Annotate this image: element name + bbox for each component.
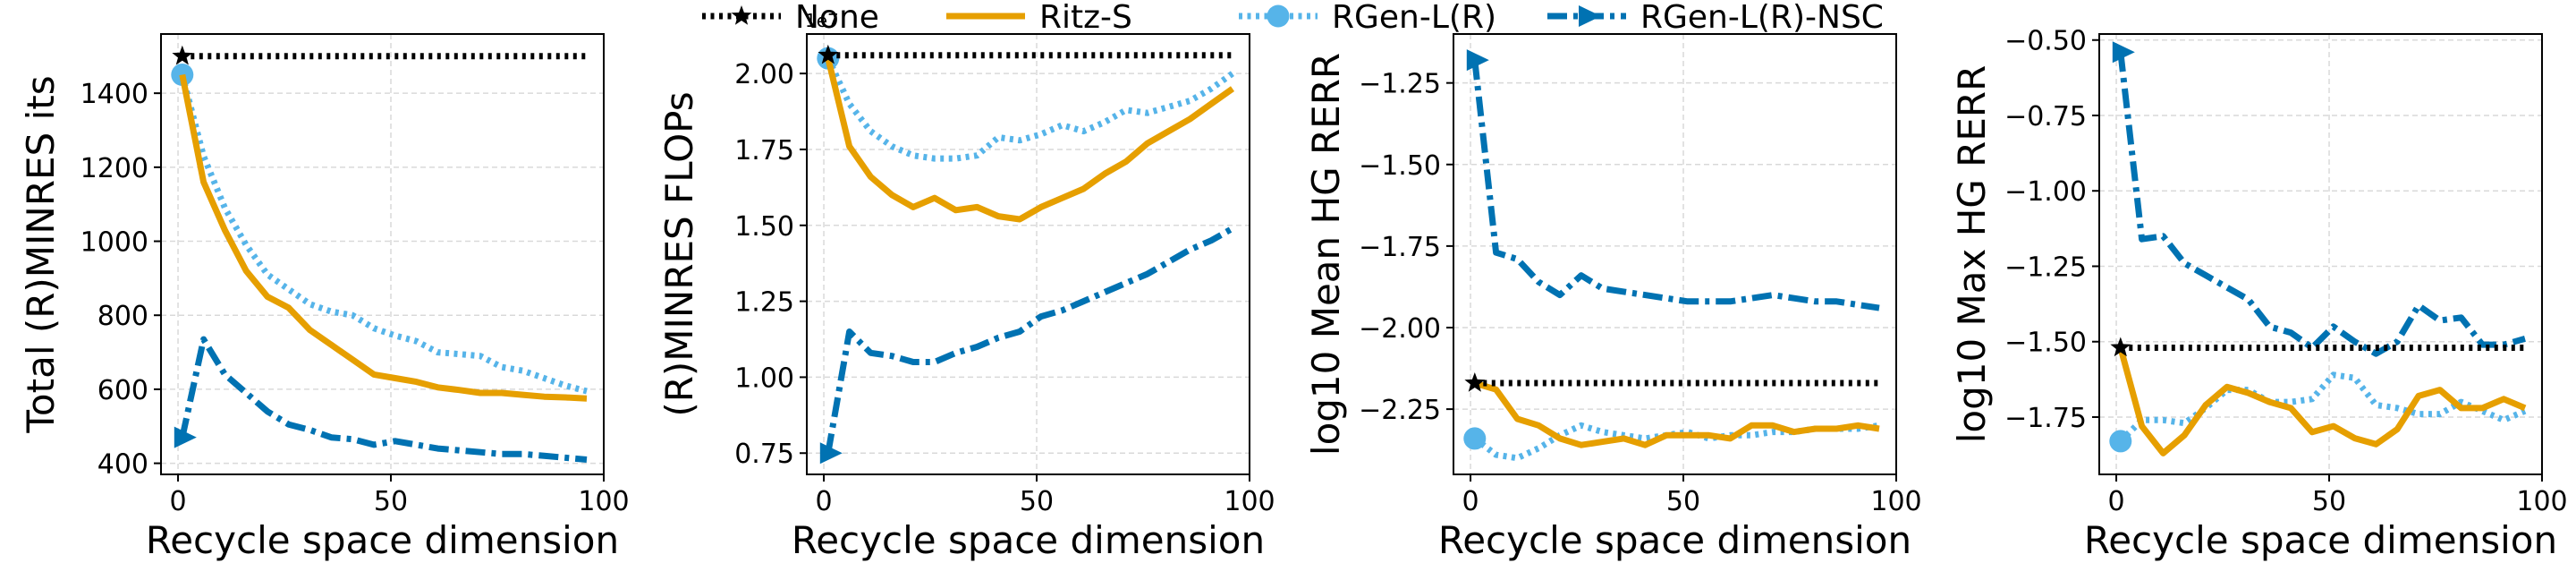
y-tick-label: −1.25	[2004, 252, 2087, 283]
marker-rgen-l-r-nsc	[1466, 49, 1489, 72]
marker-none	[818, 44, 839, 64]
panel-flops: 0 50 100 0.75 1.00 1.25 1.50 1.75 2.00 (R)MINRES…	[657, 10, 1275, 562]
series-line-rgen-l-r	[179, 73, 588, 395]
axes-frame	[160, 33, 605, 475]
offset-label: 1e7	[805, 10, 839, 31]
x-tick-label: 100	[1224, 486, 1275, 517]
y-tick-label: 1200	[80, 153, 148, 184]
series-line-ritz-s	[179, 73, 588, 402]
series-layer	[2109, 41, 2527, 456]
series-line-ritz-s	[2117, 346, 2527, 456]
axes-frame	[806, 33, 1250, 475]
y-tick-label: −2.25	[1359, 395, 1441, 426]
x-tick-label: 100	[578, 486, 629, 517]
panel-mean-hg-rerr: 0 50 100 −2.25 −2.00 −1.75 −1.50 −1.25 log10 Me…	[1304, 33, 1922, 562]
y-tick-label: 800	[97, 301, 148, 332]
grid	[1453, 34, 1897, 474]
y-tick-label: 600	[97, 375, 148, 406]
legend-marker-none	[731, 5, 752, 25]
y-tick-label: 1.25	[734, 287, 794, 319]
y-axis-label: log10 Max HG RERR	[1950, 65, 1994, 444]
x-tick-label: 100	[1870, 486, 1921, 517]
x-tick-label: 0	[2107, 486, 2124, 517]
panel-total-iterations: 0 50 100 400 600 800 1000 1200 1400 Total (R)MIN…	[19, 33, 630, 562]
legend-marker-rgen-l-r	[1267, 4, 1290, 28]
panel-max-hg-rerr: 0 50 100 −1.75 −1.50 −1.25 −1.00 −0.75 −0.50 log…	[1950, 26, 2568, 562]
legend-label-none: None	[795, 0, 879, 36]
marker-none	[1464, 372, 1486, 392]
axes-frame	[2098, 33, 2543, 475]
x-tick-label: 50	[1020, 486, 1054, 517]
marker-none	[2110, 337, 2131, 357]
y-tick-label: 0.75	[734, 439, 794, 470]
x-tick-label: 0	[1462, 486, 1479, 517]
legend-label-rgen-l-r-nsc: RGen-L(R)-NSC	[1640, 0, 1884, 36]
grid	[2099, 34, 2543, 474]
y-tick-label: 1.00	[734, 362, 794, 394]
y-axis-label: Total (R)MINRES its	[19, 75, 63, 433]
y-tick-label: −1.00	[2004, 176, 2087, 208]
legend-label-ritz-s: Ritz-S	[1039, 0, 1132, 36]
x-axis-label: Recycle space dimension	[146, 518, 619, 562]
marker-rgen-l-r	[1463, 427, 1487, 450]
x-tick-label: 0	[815, 486, 832, 517]
y-tick-label: 400	[97, 449, 148, 481]
series-layer	[817, 44, 1235, 465]
y-axis-label: (R)MINRES FLOPs	[657, 91, 701, 416]
y-axis-label: log10 Mean HG RERR	[1304, 53, 1348, 456]
marker-rgen-l-r	[2109, 430, 2132, 453]
series-line-rgen-l-r	[2118, 371, 2527, 444]
y-tick-label: −0.50	[2004, 26, 2087, 57]
y-tick-label: 1.50	[734, 211, 794, 243]
marker-rgen-l-r-nsc	[174, 426, 197, 448]
marker-rgen-l-r-nsc	[819, 442, 843, 465]
x-tick-label: 50	[374, 486, 408, 517]
series-layer	[171, 45, 588, 463]
y-tick-label: −1.25	[1359, 69, 1441, 100]
y-tick-label: −1.75	[2004, 403, 2087, 434]
marker-rgen-l-r	[171, 63, 194, 86]
y-tick-label: −2.00	[1359, 313, 1441, 345]
x-axis-label: Recycle space dimension	[792, 518, 1265, 562]
y-tick-label: −0.75	[2004, 101, 2087, 132]
y-tick-label: 1400	[80, 79, 148, 110]
marker-none	[172, 45, 193, 65]
y-tick-label: −1.50	[1359, 150, 1441, 182]
series-line-rgen-l-r-nsc	[1471, 59, 1880, 311]
legend-label-rgen-l-r: RGen-L(R)	[1332, 0, 1496, 36]
series-line-rgen-l-r-nsc	[2117, 51, 2526, 357]
series-line-ritz-s	[825, 57, 1235, 223]
x-axis-label: Recycle space dimension	[1438, 518, 1911, 562]
axes-frame	[1453, 33, 1897, 475]
y-tick-label: 1000	[80, 227, 148, 259]
y-tick-label: −1.75	[1359, 232, 1441, 263]
x-tick-label: 0	[169, 486, 186, 517]
legend-marker-rgen-l-r-nsc	[1579, 5, 1601, 27]
series-line-rgen-l-r-nsc	[179, 336, 588, 463]
grid	[161, 34, 605, 474]
series-layer	[1463, 49, 1880, 462]
series-line-ritz-s	[1473, 380, 1880, 448]
x-tick-label: 50	[2312, 486, 2346, 517]
x-axis-label: Recycle space dimension	[2084, 518, 2557, 562]
ticks: 0 50 100 0.75 1.00 1.25 1.50 1.75 2.00	[734, 59, 1275, 517]
marker-rgen-l-r-nsc	[2112, 41, 2135, 64]
ticks: 0 50 100 −1.75 −1.50 −1.25 −1.00 −0.75 −0.50	[2004, 26, 2568, 517]
x-tick-label: 50	[1666, 486, 1700, 517]
ticks: 0 50 100 −2.25 −2.00 −1.75 −1.50 −1.25	[1359, 69, 1922, 517]
y-tick-label: 2.00	[734, 59, 794, 90]
legend: None Ritz-S RGen-L(R) RGen-L(R)-NSC	[702, 0, 1884, 36]
x-tick-label: 100	[2516, 486, 2567, 517]
ticks: 0 50 100 400 600 800 1000 1200 1400	[80, 79, 630, 517]
series-line-rgen-l-r-nsc	[825, 226, 1234, 454]
y-tick-label: 1.75	[734, 135, 794, 166]
y-tick-label: −1.50	[2004, 328, 2087, 359]
